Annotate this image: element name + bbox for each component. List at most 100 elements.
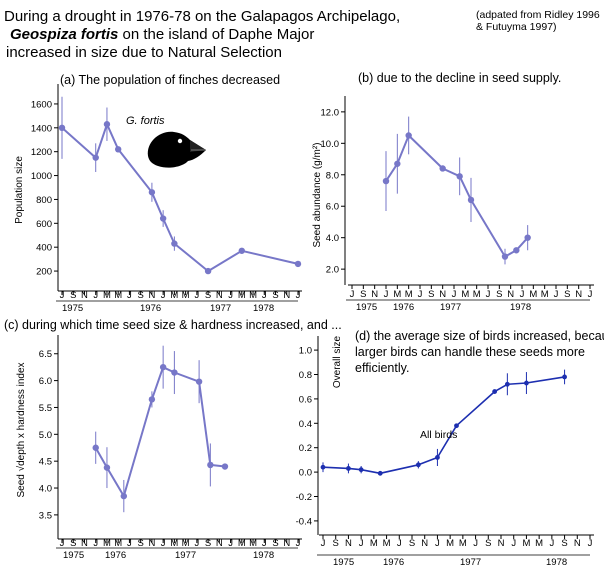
x-tick-label-a: M [182,290,190,301]
data-point-c [171,369,178,376]
x-tick-label-c: M [114,538,122,549]
x-tick-label-d: S [561,538,567,549]
x-tick-label-c: J [262,538,267,549]
x-tick-label-d: J [549,538,554,549]
data-point-a [103,121,111,128]
data-point-c [207,461,214,469]
data-point-a [294,260,302,268]
year-label-a: 1975 [62,303,83,314]
data-point-b [456,173,463,180]
year-label-b: 1976 [393,302,414,313]
data-point-b [394,160,401,167]
year-label-c: 1978 [253,550,274,561]
x-tick-label-b: M [393,289,401,300]
y-tick-label-d: 0.0 [299,468,312,479]
x-tick-label-c: M [238,538,246,549]
x-tick-label-c: J [161,538,166,549]
data-point-b [439,165,446,172]
data-point-d [524,380,529,386]
x-tick-label-c: S [137,538,143,549]
data-point-d [346,466,351,471]
credit-line-1: (adpated from Ridley 1996 [476,9,600,21]
x-tick-label-d: J [359,538,364,549]
caption-c: (c) during which time seed size & hardne… [4,318,342,332]
x-tick-label-a: N [283,290,290,301]
x-tick-label-d: J [473,538,478,549]
year-label-d: 1978 [546,557,567,568]
x-tick-label-c: J [93,538,98,549]
x-tick-label-c: S [70,538,76,549]
data-point-b [467,196,475,204]
y-tick-label-d: 0.8 [299,370,312,381]
data-point-a [148,189,156,196]
data-point-a [159,215,167,222]
x-tick-label-a: J [161,290,166,301]
y-tick-label-a: 200 [36,267,52,278]
x-tick-label-b: N [575,289,582,300]
series-line-a [61,123,299,273]
data-point-b [501,253,509,260]
x-tick-label-a: J [93,290,98,301]
x-tick-label-d: J [321,538,326,549]
y-tick-label-d: 0.6 [299,394,312,405]
y-tick-label-a: 1600 [31,99,52,110]
year-label-c: 1977 [175,550,196,561]
x-tick-label-d: M [370,538,378,549]
x-tick-label-b: S [360,289,366,300]
page-title-line-2-rest: on the island of Daphe Major [118,26,315,43]
x-tick-label-b: M [405,289,413,300]
x-tick-label-b: J [554,289,559,300]
credit-line-2: & Futuyma 1997) [476,21,557,33]
x-tick-label-d: J [588,538,593,549]
x-tick-label-b: S [564,289,570,300]
x-tick-label-c: M [182,538,190,549]
y-tick-label-b: 8.0 [326,170,339,181]
x-tick-label-a: N [81,290,88,301]
x-tick-label-b: M [461,289,469,300]
x-tick-label-d: J [435,538,440,549]
data-point-c [195,378,203,385]
page-title-line-3: increased in size due to Natural Selecti… [6,44,282,61]
x-tick-label-c: N [216,538,223,549]
x-tick-label-d: S [485,538,491,549]
x-tick-label-a: J [127,290,132,301]
x-tick-label-b: J [486,289,491,300]
x-tick-label-b: J [452,289,457,300]
x-tick-label-d: S [409,538,415,549]
x-tick-label-b: J [588,289,593,300]
data-point-d [562,374,567,380]
x-tick-label-a: M [170,290,178,301]
page-title-line-1: During a drought in 1976-78 on the Galap… [4,8,401,25]
x-tick-label-c: J [296,538,301,549]
x-tick-label-d: N [345,538,352,549]
finch-head-icon [147,131,206,168]
caption-a: (a) The population of finches decreased [60,73,281,87]
x-tick-label-b: S [496,289,502,300]
y-tick-label-d: 1.0 [299,346,312,357]
x-tick-label-c: N [81,538,88,549]
x-tick-label-b: N [439,289,446,300]
y-tick-label-a: 600 [36,219,52,230]
x-tick-label-c: M [103,538,111,549]
series-line-d [322,376,565,475]
data-point-c [221,463,229,470]
data-point-a [204,267,212,275]
y-tick-label-d: -0.4 [296,516,312,527]
y-tick-label-b: 6.0 [326,202,339,213]
y-tick-label-a: 800 [36,195,52,206]
x-tick-label-b: J [350,289,355,300]
y-axis-label-b: Seed abundance (g/m²) [312,142,323,247]
year-label-b: 1977 [440,302,461,313]
y-tick-label-c: 6.5 [39,349,52,360]
y-tick-label-c: 4.5 [39,457,52,468]
year-label-c: 1976 [105,550,126,561]
data-point-b [405,132,412,139]
x-tick-label-a: M [103,290,111,301]
data-point-b [524,234,531,241]
x-tick-label-b: M [473,289,481,300]
y-tick-label-a: 1000 [31,171,52,182]
x-tick-label-d: N [421,538,428,549]
data-point-c [103,464,111,471]
x-tick-label-a: S [137,290,143,301]
